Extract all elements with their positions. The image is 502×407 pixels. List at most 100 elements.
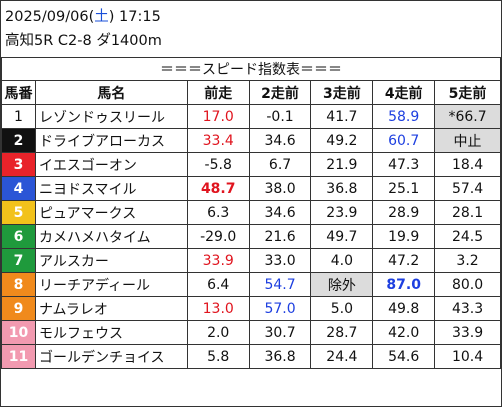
table-row: 9 ナムラレオ 13.0 57.0 5.0 49.8 43.3 [1, 296, 501, 321]
speed-index-cell: 33.9 [434, 320, 501, 345]
speed-index-cell: 57.4 [434, 176, 501, 201]
speed-index-cell: 33.4 [186, 128, 250, 153]
header-horse-number: 馬番 [1, 80, 36, 105]
horse-number-badge: 6 [1, 224, 36, 249]
speed-index-cell: 4.0 [310, 248, 374, 273]
speed-index-cell: -29.0 [186, 224, 250, 249]
race-time: 17:15 [119, 9, 161, 25]
speed-index-cell: 34.6 [248, 128, 312, 153]
horse-number-badge: 4 [1, 176, 36, 201]
speed-index-cell: 49.8 [372, 296, 436, 321]
horse-number-badge: 1 [1, 104, 36, 129]
header-horse-name: 馬名 [34, 80, 188, 105]
table-row: 3 イエスゴーオン -5.8 6.7 21.9 47.3 18.4 [1, 152, 501, 177]
table-row: 7 アルスカー 33.9 33.0 4.0 47.2 3.2 [1, 248, 501, 273]
horse-name: ナムラレオ [34, 296, 188, 321]
header-last-race: 前走 [186, 80, 250, 105]
horse-number-badge: 5 [1, 200, 36, 225]
table-row: 8 リーチアディール 6.4 54.7 除外 87.0 80.0 [1, 272, 501, 297]
horse-name: イエスゴーオン [34, 152, 188, 177]
speed-index-cell: 13.0 [186, 296, 250, 321]
speed-index-cell: 21.9 [310, 152, 374, 177]
horse-number-badge: 7 [1, 248, 36, 273]
speed-index-cell: 2.0 [186, 320, 250, 345]
speed-index-cell: 30.7 [248, 320, 312, 345]
horse-name: ニヨドスマイル [34, 176, 188, 201]
table-row: 4 ニヨドスマイル 48.7 38.0 36.8 25.1 57.4 [1, 176, 501, 201]
speed-index-cell: 48.7 [186, 176, 250, 201]
horse-name: リーチアディール [34, 272, 188, 297]
speed-index-cell: 60.7 [372, 128, 436, 153]
speed-index-table: ＝＝＝スピード指数表＝＝＝ 馬番 馬名 前走 2走前 3走前 4走前 5走前 1 レゾンドゥス… [1, 57, 501, 369]
header-5-races-ago: 5走前 [434, 80, 501, 105]
table-row: 6 カメハメハタイム -29.0 21.6 49.7 19.9 24.5 [1, 224, 501, 249]
speed-index-cell: 47.3 [372, 152, 436, 177]
header-3-races-ago: 3走前 [310, 80, 374, 105]
speed-index-cell: 28.9 [372, 200, 436, 225]
speed-index-cell: 除外 [310, 272, 374, 297]
table-row: 5 ピュアマークス 6.3 34.6 23.9 28.9 28.1 [1, 200, 501, 225]
header-4-races-ago: 4走前 [372, 80, 436, 105]
speed-index-cell: 18.4 [434, 152, 501, 177]
speed-index-cell: 58.9 [372, 104, 436, 129]
speed-index-cell: 33.0 [248, 248, 312, 273]
speed-index-cell: 34.6 [248, 200, 312, 225]
speed-index-cell: 36.8 [310, 176, 374, 201]
speed-index-cell: 47.2 [372, 248, 436, 273]
speed-index-cell: 5.0 [310, 296, 374, 321]
speed-index-cell: 41.7 [310, 104, 374, 129]
speed-index-cell: *66.7 [434, 104, 501, 129]
speed-index-cell: 38.0 [248, 176, 312, 201]
table-row: 2 ドライブアローカス 33.4 34.6 49.2 60.7 中止 [1, 128, 501, 153]
speed-index-cell: 6.4 [186, 272, 250, 297]
table-title: ＝＝＝スピード指数表＝＝＝ [1, 57, 501, 81]
horse-number-badge: 11 [1, 344, 36, 369]
speed-index-cell: 中止 [434, 128, 501, 153]
speed-index-cell: 23.9 [310, 200, 374, 225]
speed-index-cell: 21.6 [248, 224, 312, 249]
horse-name: カメハメハタイム [34, 224, 188, 249]
race-datetime: 2025/09/06(土) 17:15 [5, 9, 161, 25]
speed-index-cell: -5.8 [186, 152, 250, 177]
speed-index-cell: 24.4 [310, 344, 374, 369]
horse-name: ゴールデンチョイス [34, 344, 188, 369]
speed-index-cell: 54.6 [372, 344, 436, 369]
table-row: 11 ゴールデンチョイス 5.8 36.8 24.4 54.6 10.4 [1, 344, 501, 369]
horse-name: ピュアマークス [34, 200, 188, 225]
table-row: 10 モルフェウス 2.0 30.7 28.7 42.0 33.9 [1, 320, 501, 345]
speed-index-cell: 42.0 [372, 320, 436, 345]
header-2-races-ago: 2走前 [248, 80, 312, 105]
horse-name: レゾンドゥスリール [34, 104, 188, 129]
speed-index-cell: 24.5 [434, 224, 501, 249]
speed-index-cell: 17.0 [186, 104, 250, 129]
horse-number-badge: 8 [1, 272, 36, 297]
speed-index-cell: 54.7 [248, 272, 312, 297]
horse-name: ドライブアローカス [34, 128, 188, 153]
horse-number-badge: 3 [1, 152, 36, 177]
race-weekday: 土 [94, 9, 109, 25]
horse-number-badge: 2 [1, 128, 36, 153]
horse-name: アルスカー [34, 248, 188, 273]
horse-number-badge: 10 [1, 320, 36, 345]
speed-index-cell: 28.1 [434, 200, 501, 225]
speed-index-cell: 5.8 [186, 344, 250, 369]
speed-index-cell: 19.9 [372, 224, 436, 249]
table-row: 1 レゾンドゥスリール 17.0 -0.1 41.7 58.9 *66.7 [1, 104, 501, 129]
speed-index-cell: 87.0 [372, 272, 436, 297]
speed-index-cell: 6.7 [248, 152, 312, 177]
speed-index-cell: -0.1 [248, 104, 312, 129]
speed-index-cell: 3.2 [434, 248, 501, 273]
speed-index-cell: 43.3 [434, 296, 501, 321]
speed-index-cell: 57.0 [248, 296, 312, 321]
speed-index-cell: 6.3 [186, 200, 250, 225]
race-date: 2025/09/06 [5, 9, 89, 25]
speed-index-cell: 25.1 [372, 176, 436, 201]
race-info: 高知5R C2-8 ダ1400m [5, 33, 162, 49]
speed-index-cell: 80.0 [434, 272, 501, 297]
speed-index-cell: 49.2 [310, 128, 374, 153]
horse-name: モルフェウス [34, 320, 188, 345]
speed-index-cell: 28.7 [310, 320, 374, 345]
speed-index-cell: 33.9 [186, 248, 250, 273]
column-header-row: 馬番 馬名 前走 2走前 3走前 4走前 5走前 [1, 80, 501, 105]
